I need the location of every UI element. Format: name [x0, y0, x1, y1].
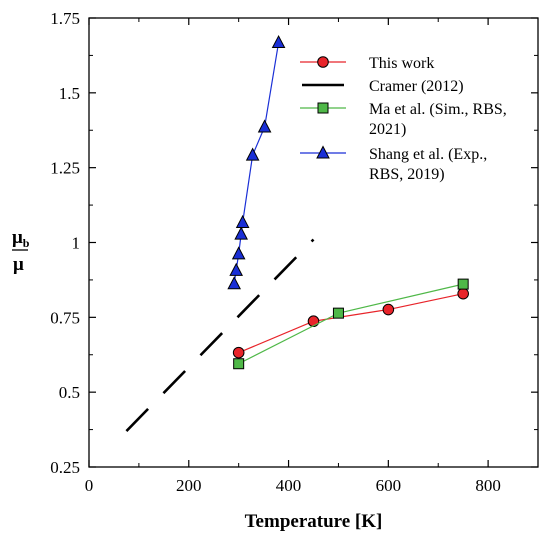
y-tick-label: 1 [72, 234, 81, 253]
x-tick-label: 200 [176, 476, 202, 495]
data-point [245, 147, 260, 161]
legend-label: RBS, 2019) [369, 166, 445, 183]
legend-swatch-marker [317, 56, 329, 68]
x-tick-label: 600 [376, 476, 402, 495]
legend-label: Ma et al. (Sim., RBS, [369, 101, 507, 118]
data-point [229, 262, 243, 276]
series-0 [232, 287, 469, 359]
series-line [125, 238, 315, 432]
data-point [307, 315, 320, 328]
x-tick-label: 0 [85, 476, 94, 495]
data-point [457, 278, 469, 290]
y-tick-label: 1.25 [50, 159, 80, 178]
series-2 [233, 278, 469, 370]
x-tick-label: 400 [276, 476, 302, 495]
series-line [238, 283, 464, 365]
series-3 [227, 34, 286, 290]
legend: This work Cramer (2012) Ma et al. (Sim., R… [300, 55, 507, 183]
legend-swatch-marker [317, 102, 329, 114]
y-tick-label: 0.75 [50, 308, 80, 327]
data-point [235, 214, 250, 228]
y-tick-label: 1.5 [59, 84, 80, 103]
data-point [332, 307, 344, 319]
legend-item: Cramer (2012) [302, 78, 464, 95]
legend-label: This work [369, 55, 434, 72]
legend-label: Cramer (2012) [369, 78, 464, 95]
series-line [238, 293, 464, 354]
series-layer [125, 34, 469, 432]
legend-label: Shang et al. (Exp., [369, 146, 487, 163]
data-point [271, 34, 286, 49]
data-point [232, 346, 245, 359]
series-1 [125, 238, 315, 432]
legend-label: 2021) [369, 121, 406, 138]
legend-swatch-marker [316, 145, 330, 159]
y-axis-label-denominator: μ [13, 254, 24, 275]
legend-item: Ma et al. (Sim., RBS, 2021) [300, 101, 507, 138]
y-axis-label-subscript: b [23, 236, 30, 250]
data-point [231, 246, 246, 260]
y-axis-label-mu: μ [12, 227, 23, 248]
y-tick-label: 0.25 [50, 458, 80, 477]
x-tick-label: 800 [475, 476, 501, 495]
data-point [233, 358, 245, 370]
data-point [257, 119, 272, 133]
y-axis-label-numerator: μb [12, 227, 30, 250]
data-point [457, 287, 469, 300]
ticks-layer: 0 200 400 600 800 0.25 0.5 0.75 1 1.25 1.5 1.75 [50, 9, 538, 495]
legend-item: This work [300, 55, 434, 72]
series-line [233, 42, 280, 284]
y-tick-label: 1.75 [50, 9, 80, 28]
data-point [234, 226, 248, 240]
data-point [227, 276, 242, 290]
x-axis-label: Temperature [K] [245, 511, 383, 532]
legend-item: Shang et al. (Exp., RBS, 2019) [300, 145, 487, 183]
data-point [382, 303, 395, 316]
y-axis-label: μb μ [12, 227, 30, 275]
y-tick-label: 0.5 [59, 383, 80, 402]
